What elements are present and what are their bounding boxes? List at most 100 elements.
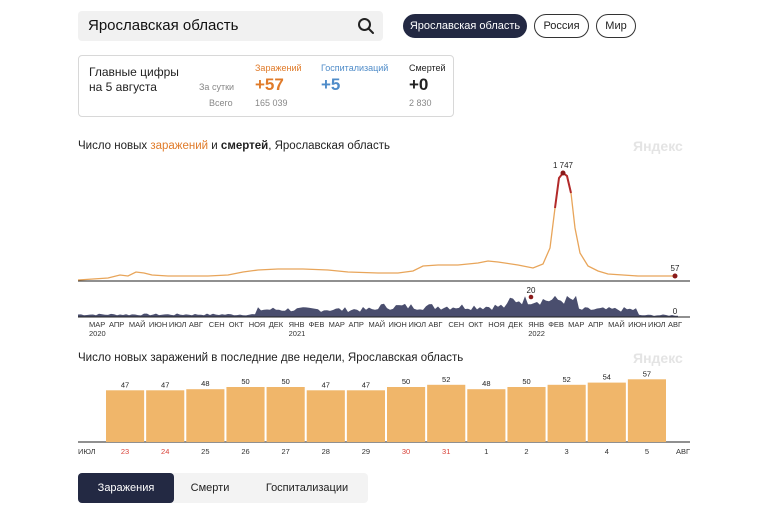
metric-tabs: Заражения Смерти Госпитализации	[78, 473, 368, 503]
month-label: МАЙ	[128, 320, 146, 329]
month-axis: МАР АПР МАЙ ИЮН ИЮЛ АВГ СЕН ОКТ НОЯ ДЕК ЯНВ ФЕВ МАР А…	[78, 320, 690, 340]
bar-1	[467, 389, 506, 442]
bar-27	[266, 387, 305, 442]
deaths-peak-marker	[528, 294, 534, 300]
bar-value-label: 48	[201, 379, 209, 388]
bar-value-label: 57	[643, 369, 651, 378]
tab-infections[interactable]: Заражения	[78, 473, 174, 503]
month-label: ИЮЛ	[408, 320, 426, 329]
month-label: МАР	[328, 320, 345, 329]
month-label: ОКТ	[228, 320, 244, 329]
month-label: ОКТ	[468, 320, 484, 329]
bar-value-label: 48	[482, 379, 490, 388]
title-and: и	[208, 140, 221, 152]
title-infections: заражений	[150, 140, 209, 152]
month-label: МАЙ	[608, 320, 625, 329]
bar-category-label: 5	[645, 447, 649, 456]
month-label: СЕН	[448, 320, 465, 329]
month-label: АПР	[108, 320, 125, 329]
bar-value-label: 47	[161, 380, 169, 389]
per-day-label: За сутки	[199, 82, 235, 92]
bar-value-label: 47	[362, 380, 370, 389]
bar-category-label: 29	[362, 447, 370, 456]
last-point-marker	[672, 273, 678, 279]
bar-category-label: 24	[161, 447, 169, 456]
month-label: ФЕВ	[548, 320, 564, 329]
bar-category-label: 28	[322, 447, 330, 456]
infections-total: 165 039	[255, 98, 288, 108]
month-label: АВГ	[668, 320, 683, 329]
month-label: ИЮЛ	[648, 320, 666, 329]
month-label: АВГ	[188, 320, 203, 329]
bar-24	[146, 390, 185, 442]
month-label: АПР	[348, 320, 364, 329]
region-button-russia[interactable]: Россия	[534, 14, 589, 38]
month-label: СЕН	[208, 320, 225, 329]
bar-category-label: 26	[241, 447, 249, 456]
hospitalizations-per-day: +5	[321, 75, 341, 94]
bar-value-label: 47	[322, 380, 330, 389]
infections-peak-segment	[554, 171, 572, 209]
month-label: ИЮЛ	[168, 320, 187, 329]
bar-25	[186, 389, 225, 442]
year-label: 2022	[528, 329, 545, 338]
bar-value-label: 47	[121, 380, 129, 389]
bar-category-label: 1	[484, 447, 488, 456]
tab-hospitalizations[interactable]: Госпитализации	[265, 482, 349, 494]
bar-value-label: 54	[603, 373, 611, 382]
region-button-yaroslavl[interactable]: Ярославская область	[403, 14, 527, 38]
yandex-watermark: Яндекс	[633, 138, 683, 154]
deaths-label: Смертей	[409, 63, 446, 73]
month-label: ИЮН	[148, 320, 168, 329]
deaths-area-chart: 20 0	[78, 286, 690, 318]
bar-29	[346, 390, 385, 442]
bar-chart: 4723472448255026502747284729503052314815…	[78, 369, 690, 456]
month-label: ИЮН	[628, 320, 647, 329]
bar-category-label: 23	[121, 447, 129, 456]
bar-26	[226, 387, 265, 442]
bar-value-label: 50	[241, 377, 249, 386]
bar-23	[106, 390, 145, 442]
stats-date: на 5 августа	[89, 80, 157, 94]
last-label: 57	[671, 264, 680, 273]
month-label: НОЯ	[488, 320, 505, 329]
hospitalizations-label: Госпитализаций	[321, 63, 389, 73]
peak-label: 1 747	[553, 161, 574, 170]
search-input[interactable]: Ярославская область	[78, 11, 383, 41]
bar-28	[306, 390, 345, 442]
title-deaths: смертей	[220, 140, 269, 152]
bar-category-label: 3	[565, 447, 569, 456]
stats-card: Главные цифры на 5 августа За сутки Всег…	[78, 55, 454, 117]
bar-category-label: 25	[201, 447, 209, 456]
stats-heading: Главные цифры	[89, 65, 179, 79]
month-label: АВГ	[428, 320, 443, 329]
month-label: МАЙ	[368, 320, 386, 329]
bar-category-label: 27	[281, 447, 289, 456]
tab-deaths[interactable]: Смерти	[190, 482, 230, 494]
month-label: МАР	[568, 320, 585, 329]
infections-line-chart: 1 747 57	[78, 161, 690, 282]
peak-marker	[560, 170, 566, 176]
year-label: 2021	[288, 329, 306, 338]
deaths-area	[78, 295, 678, 317]
month-label: ФЕВ	[308, 320, 325, 329]
deaths-peak-label: 20	[527, 286, 536, 295]
month-label: ДЕК	[508, 320, 523, 329]
bar-value-label: 52	[562, 375, 570, 384]
bar-value-label: 50	[281, 377, 289, 386]
search-icon[interactable]	[357, 17, 375, 35]
month-label: ЯНВ	[528, 320, 545, 329]
bar-chart-title: Число новых заражений в последние две не…	[78, 352, 464, 364]
bar-category-label: 2	[524, 447, 528, 456]
bar-4	[587, 382, 626, 442]
deaths-last-label: 0	[673, 307, 678, 316]
title-prefix: Число новых	[78, 140, 151, 152]
month-label: АПР	[588, 320, 604, 329]
total-label: Всего	[209, 98, 233, 108]
bar-month-end: АВГ	[676, 447, 690, 456]
month-label: ДЕК	[268, 320, 284, 329]
region-button-world[interactable]: Мир	[596, 14, 636, 38]
infections-label: Заражений	[255, 63, 302, 73]
year-label: 2020	[89, 329, 106, 338]
month-label: НОЯ	[248, 320, 266, 329]
